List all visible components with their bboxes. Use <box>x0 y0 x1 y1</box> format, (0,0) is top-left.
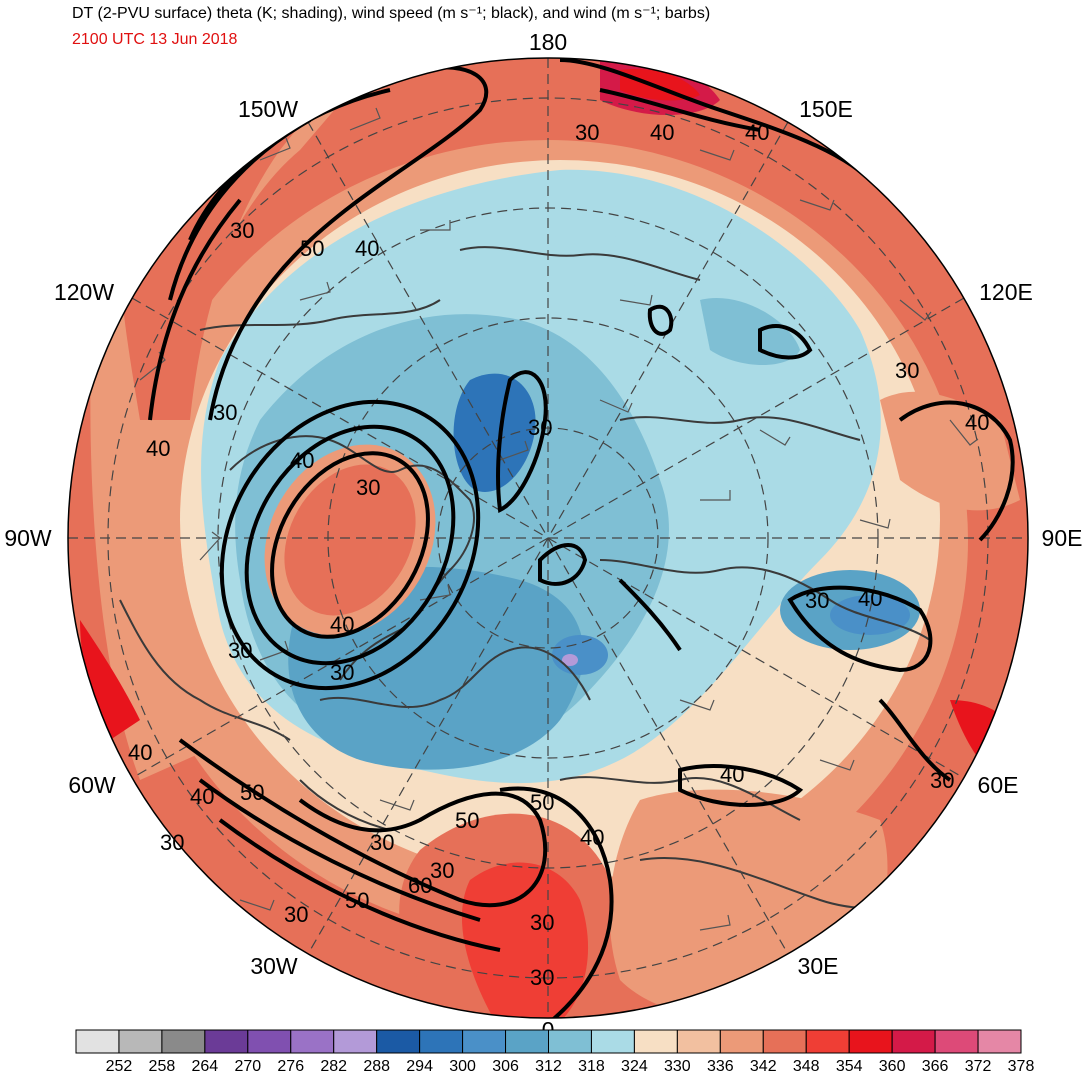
lon-label-90w: 90W <box>4 525 52 551</box>
contour-label: 50 <box>300 236 324 261</box>
contour-label: 30 <box>330 660 354 685</box>
contour-label: 40 <box>745 120 769 145</box>
chart-title: DT (2-PVU surface) theta (K; shading), w… <box>72 5 711 22</box>
contour-label: 30 <box>930 768 954 793</box>
contour-label: 30 <box>530 965 554 990</box>
contour-label: 30 <box>528 415 552 440</box>
contour-label: 40 <box>290 448 314 473</box>
lon-label-150e: 150E <box>799 96 853 122</box>
contour-label: 30 <box>895 358 919 383</box>
contour-label: 40 <box>146 436 170 461</box>
map-boundary <box>67 57 1029 1019</box>
colorbar-box <box>290 1029 335 1054</box>
colorbar-box <box>505 1029 549 1054</box>
colorbar-tick-label: 342 <box>750 1058 777 1075</box>
colorbar-box <box>75 1029 120 1054</box>
colorbar-box <box>161 1029 206 1054</box>
contour-label: 40 <box>580 825 604 850</box>
colorbar-tick-label: 330 <box>664 1058 691 1075</box>
contour-label: 30 <box>228 638 252 663</box>
theta-shading <box>68 58 1028 1018</box>
colorbar-box <box>934 1029 979 1054</box>
graticule <box>68 58 1028 1018</box>
colorbar-box <box>719 1029 764 1054</box>
contour-label: 50 <box>530 790 554 815</box>
colorbar-tick-label: 372 <box>965 1058 992 1075</box>
colorbar-tick-label: 252 <box>106 1058 133 1075</box>
contour-label: 50 <box>455 808 479 833</box>
colorbar-box <box>376 1029 421 1054</box>
colorbar-box <box>548 1029 592 1054</box>
colorbar-box <box>462 1029 507 1054</box>
colorbar-tick-label: 312 <box>535 1058 562 1075</box>
colorbar-tick-label: 282 <box>320 1058 347 1075</box>
colorbar-tick-label: 288 <box>363 1058 390 1075</box>
colorbar-box <box>419 1029 464 1054</box>
longitude-labels: 180 150W 150E 120W 120E 90W 90E 60W 60E … <box>4 29 1082 1043</box>
contour-label: 30 <box>530 910 554 935</box>
colorbar-tick-label: 306 <box>492 1058 519 1075</box>
lon-label-120e: 120E <box>979 279 1033 305</box>
colorbar-tick-label: 264 <box>192 1058 219 1075</box>
colorbar-box <box>848 1029 893 1054</box>
contour-label: 40 <box>720 762 744 787</box>
colorbar-tick-label: 354 <box>836 1058 863 1075</box>
colorbar-box <box>204 1029 249 1054</box>
lon-label-90e: 90E <box>1042 525 1083 551</box>
contour-label: 30 <box>160 830 184 855</box>
colorbar-tick-label: 366 <box>922 1058 949 1075</box>
colorbar-tick-label: 318 <box>578 1058 605 1075</box>
contour-labels: 30 40 50 30 40 30 30 40 30 40 30 40 30 4… <box>128 120 989 990</box>
colorbar-box <box>118 1029 163 1054</box>
colorbar-tick-label: 300 <box>449 1058 476 1075</box>
valid-time: 2100 UTC 13 Jun 2018 <box>72 31 238 48</box>
contour-label: 50 <box>345 888 369 913</box>
contour-label: 40 <box>858 586 882 611</box>
contour-label: 30 <box>575 120 599 145</box>
lon-label-120w: 120W <box>54 279 114 305</box>
colorbar-box <box>762 1029 807 1054</box>
colorbar-box <box>977 1029 1022 1054</box>
contour-label: 40 <box>128 740 152 765</box>
lon-label-60w: 60W <box>68 772 116 798</box>
contour-label: 40 <box>330 612 354 637</box>
colorbar-tick-label: 294 <box>406 1058 433 1075</box>
colorbar: 252 258 264 270 276 282 288 294 300 306 312 318 324 3… <box>75 1029 1035 1075</box>
colorbar-box <box>805 1029 850 1054</box>
colorbar-tick-label: 270 <box>234 1058 261 1075</box>
contour-label: 30 <box>284 902 308 927</box>
colorbar-tick-label: 258 <box>149 1058 176 1075</box>
contour-label: 40 <box>965 410 989 435</box>
colorbar-tick-label: 360 <box>879 1058 906 1075</box>
colorbar-tick-label: 324 <box>621 1058 648 1075</box>
colorbar-box <box>333 1029 378 1054</box>
lon-label-60e: 60E <box>978 772 1019 798</box>
contour-label: 30 <box>805 588 829 613</box>
lon-label-30w: 30W <box>250 953 298 979</box>
colorbar-tick-label: 348 <box>793 1058 820 1075</box>
contour-label: 30 <box>230 218 254 243</box>
contour-label: 50 <box>240 780 264 805</box>
contour-label: 40 <box>650 120 674 145</box>
lon-label-150w: 150W <box>238 96 298 122</box>
colorbar-tick-label: 336 <box>707 1058 734 1075</box>
colorbar-tick-label: 378 <box>1008 1058 1035 1075</box>
lon-label-30e: 30E <box>798 953 839 979</box>
lon-label-180: 180 <box>529 29 567 55</box>
colorbar-box <box>633 1029 678 1054</box>
colorbar-box <box>676 1029 721 1054</box>
contour-label: 40 <box>355 236 379 261</box>
contour-label: 30 <box>430 858 454 883</box>
contour-label: 60 <box>408 873 432 898</box>
contour-label: 30 <box>370 830 394 855</box>
colorbar-box <box>247 1029 292 1054</box>
contour-label: 40 <box>190 784 214 809</box>
colorbar-box <box>590 1029 635 1054</box>
colorbar-tick-label: 276 <box>277 1058 304 1075</box>
contour-label: 30 <box>213 400 237 425</box>
colorbar-box <box>891 1029 936 1054</box>
contour-label: 30 <box>356 475 380 500</box>
